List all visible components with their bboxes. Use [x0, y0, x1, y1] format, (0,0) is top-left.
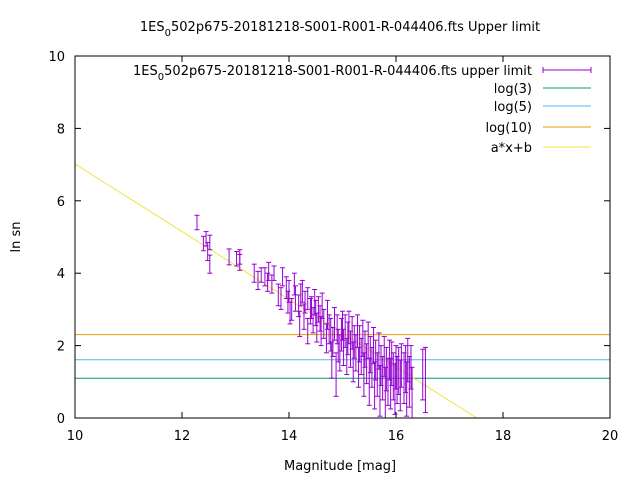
data-point — [289, 298, 295, 321]
data-point — [361, 352, 367, 397]
data-point — [323, 323, 329, 354]
chart-title: 1ES0502p675-20181218-S001-R001-R-044406.… — [140, 20, 540, 39]
data-point — [237, 249, 243, 265]
x-tick-label: 12 — [174, 429, 191, 444]
x-tick-label: 16 — [388, 429, 405, 444]
data-point — [278, 287, 284, 310]
y-tick-label: 4 — [57, 267, 65, 282]
data-point — [194, 214, 200, 231]
data-point — [307, 298, 313, 325]
data-point — [397, 359, 403, 412]
data-point — [398, 343, 404, 388]
legend: 1ES0502p675-20181218-S001-R001-R-044406.… — [133, 64, 592, 156]
data-point — [305, 287, 311, 310]
legend-label: log(5) — [494, 100, 532, 115]
data-point — [266, 261, 272, 281]
data-point — [302, 290, 308, 314]
data-point — [265, 272, 271, 292]
legend-label: log(10) — [485, 121, 532, 136]
y-tick-label: 6 — [57, 195, 65, 210]
y-tick-label: 10 — [48, 50, 65, 65]
x-tick-label: 10 — [67, 429, 84, 444]
data-point — [372, 361, 378, 410]
x-tick-label: 18 — [495, 429, 512, 444]
data-point — [345, 321, 351, 356]
data-point — [207, 234, 213, 251]
x-tick-label: 20 — [602, 429, 619, 444]
data-point — [377, 365, 383, 417]
data-point — [382, 366, 388, 418]
data-point — [422, 346, 428, 414]
data-point — [226, 248, 232, 266]
data-point — [251, 263, 257, 283]
data-point — [299, 279, 305, 303]
data-point — [291, 272, 297, 296]
legend-label: 1ES0502p675-20181218-S001-R001-R-044406.… — [133, 64, 532, 83]
y-axis-label: ln sn — [9, 222, 24, 253]
data-point — [388, 357, 394, 410]
data-point — [321, 308, 327, 339]
data-point — [329, 341, 335, 379]
data-point — [366, 357, 372, 406]
data-point — [297, 310, 303, 338]
data-point — [200, 235, 206, 252]
data-point — [271, 265, 277, 281]
data-point — [234, 250, 240, 267]
y-tick-label: 8 — [57, 122, 65, 137]
plot-area — [75, 163, 610, 418]
data-point — [393, 345, 399, 390]
x-axis-label: Magnitude [mag] — [284, 459, 396, 474]
legend-label: log(3) — [494, 82, 532, 97]
data-point — [292, 285, 298, 312]
data-point — [262, 267, 268, 287]
data-point — [255, 270, 261, 290]
data-point — [280, 267, 286, 287]
y-tick-label: 0 — [57, 412, 65, 427]
data-point — [331, 307, 337, 341]
y-tick-label: 2 — [57, 340, 65, 355]
data-point — [301, 303, 307, 330]
data-point — [409, 366, 415, 418]
data-point — [404, 361, 410, 417]
axis-ticks: 10 12 14 16 18 20 0 2 4 6 8 10 — [48, 50, 618, 444]
x-tick-label: 14 — [281, 429, 298, 444]
data-point — [420, 348, 426, 401]
plot-frame — [74, 55, 611, 419]
data-point — [356, 346, 362, 388]
legend-label: a*x+b — [491, 141, 532, 156]
data-point — [207, 254, 213, 274]
data-point — [275, 283, 281, 307]
data-point — [350, 341, 356, 383]
data-point — [340, 310, 345, 341]
data-point — [318, 316, 324, 347]
